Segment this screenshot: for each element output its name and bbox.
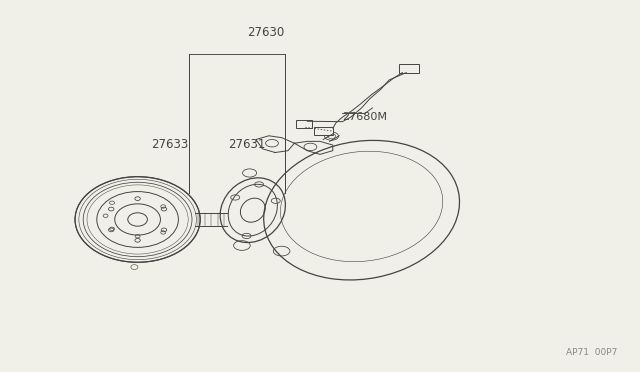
- Text: 27633: 27633: [151, 138, 188, 151]
- Text: AP71  00P7: AP71 00P7: [566, 348, 618, 357]
- Text: 27680M: 27680M: [342, 112, 387, 122]
- FancyBboxPatch shape: [314, 127, 333, 135]
- FancyBboxPatch shape: [399, 64, 419, 73]
- Text: 27630: 27630: [247, 26, 284, 39]
- FancyBboxPatch shape: [296, 120, 312, 128]
- Text: 27631: 27631: [228, 138, 265, 151]
